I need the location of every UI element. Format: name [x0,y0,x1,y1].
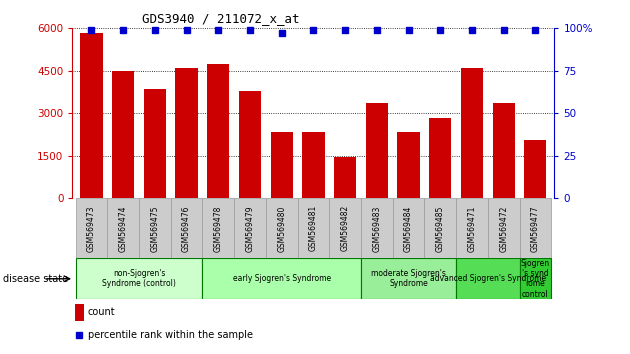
Text: GSM569472: GSM569472 [499,205,508,252]
Bar [207,64,229,198]
Text: advanced Sjogren's Syndrome: advanced Sjogren's Syndrome [430,274,546,283]
Bar [520,198,551,258]
Bar [392,198,425,258]
Bar [456,198,488,258]
Text: GSM569475: GSM569475 [151,205,159,252]
Text: GSM569474: GSM569474 [118,205,128,252]
Bar [112,71,134,198]
Bar [297,198,329,258]
Text: GSM569478: GSM569478 [214,205,223,252]
Bar [81,33,103,198]
Bar [107,198,139,258]
Bar [234,198,266,258]
Bar [361,258,456,299]
Bar [456,258,520,299]
Bar [302,132,324,198]
Bar [366,103,388,198]
Bar [461,68,483,198]
Bar [75,304,84,321]
Bar [202,198,234,258]
Text: GSM569471: GSM569471 [467,205,476,252]
Bar [398,132,420,198]
Text: GSM569482: GSM569482 [341,205,350,251]
Text: count: count [88,307,115,317]
Text: early Sjogren's Syndrome: early Sjogren's Syndrome [232,274,331,283]
Text: non-Sjogren's
Syndrome (control): non-Sjogren's Syndrome (control) [102,269,176,289]
Bar [329,198,361,258]
Text: GSM569481: GSM569481 [309,205,318,251]
Text: percentile rank within the sample: percentile rank within the sample [88,330,253,340]
Text: GSM569484: GSM569484 [404,205,413,252]
Bar [171,198,202,258]
Bar [271,132,293,198]
Bar [429,118,451,198]
Bar [202,258,361,299]
Text: GSM569483: GSM569483 [372,205,381,252]
Text: GSM569479: GSM569479 [246,205,255,252]
Text: moderate Sjogren's
Syndrome: moderate Sjogren's Syndrome [371,269,446,289]
Bar [76,198,107,258]
Text: GSM569477: GSM569477 [531,205,540,252]
Bar [524,140,546,198]
Bar [176,68,198,198]
Bar [488,198,520,258]
Text: GSM569473: GSM569473 [87,205,96,252]
Bar [266,198,297,258]
Text: GSM569485: GSM569485 [436,205,445,252]
Bar [425,198,456,258]
Bar [239,91,261,198]
Bar [361,198,392,258]
Bar [334,157,356,198]
Bar [520,258,551,299]
Text: Sjogren
's synd
rome
control: Sjogren 's synd rome control [521,259,550,299]
Text: disease state: disease state [3,274,68,284]
Bar [76,258,202,299]
Bar [493,103,515,198]
Bar [139,198,171,258]
Text: GSM569480: GSM569480 [277,205,286,252]
Text: GSM569476: GSM569476 [182,205,191,252]
Bar [144,89,166,198]
Text: GDS3940 / 211072_x_at: GDS3940 / 211072_x_at [142,12,299,25]
